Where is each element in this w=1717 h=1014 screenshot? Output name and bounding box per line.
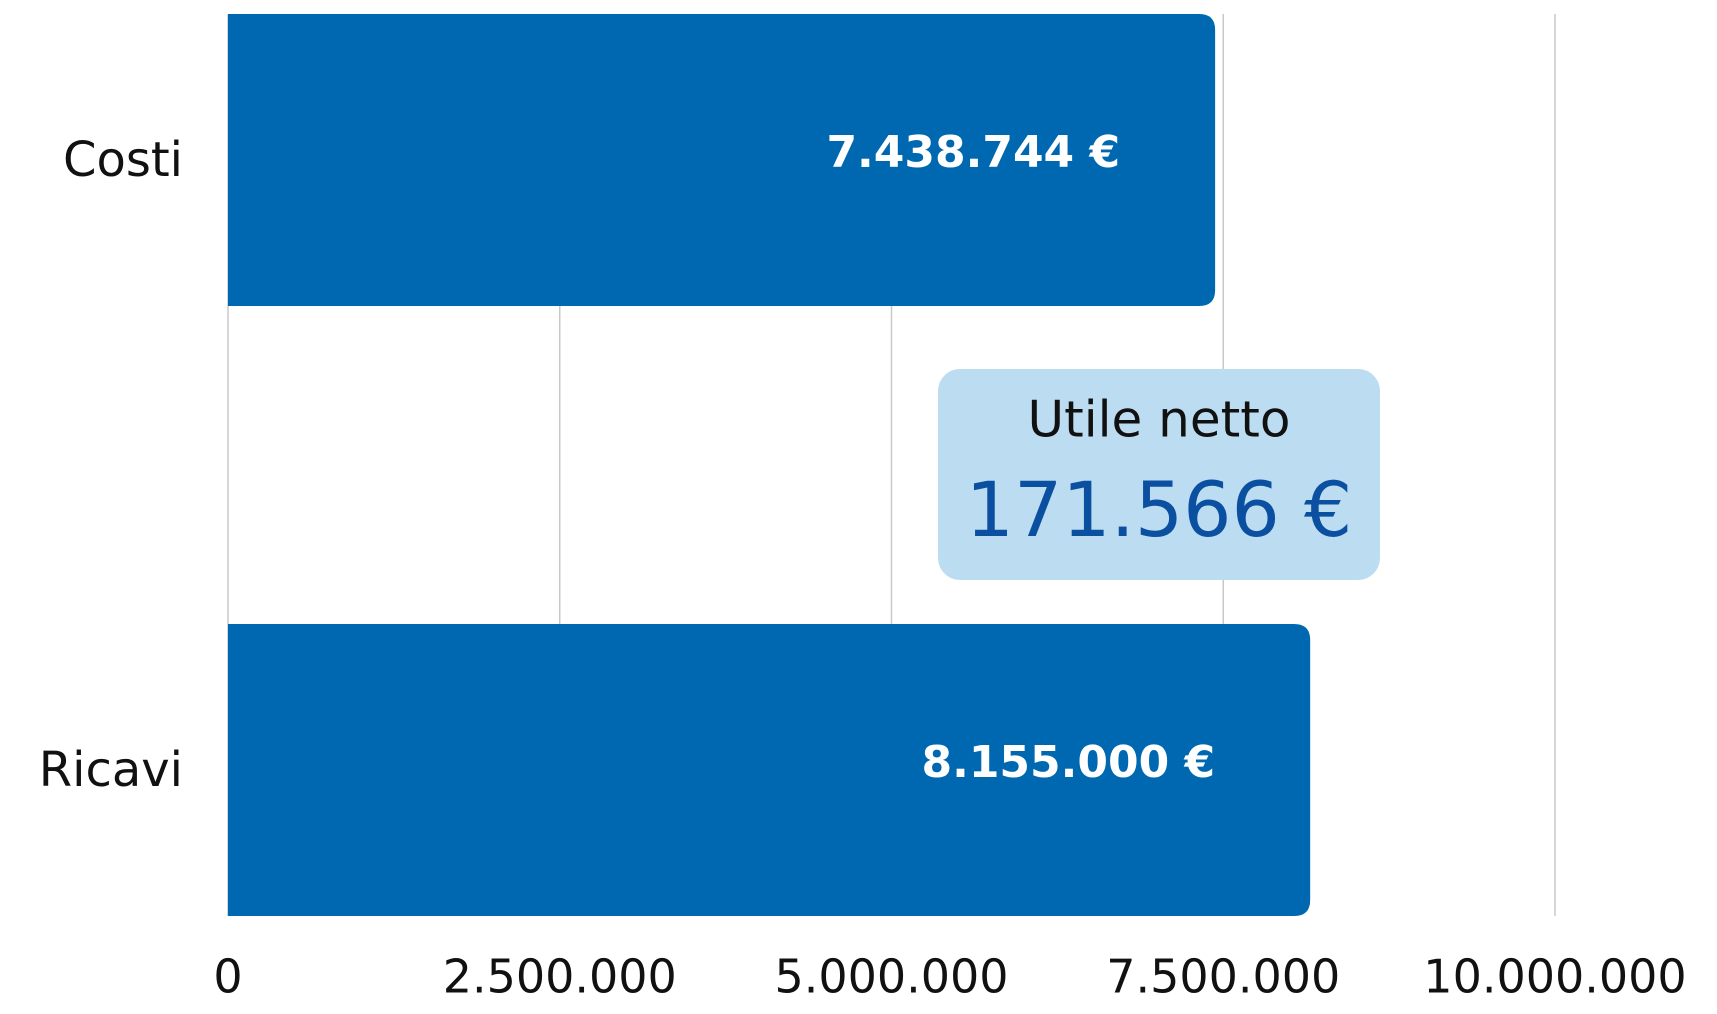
value-label: 7.438.744 €: [826, 127, 1120, 178]
bar: [228, 14, 1216, 306]
x-tick-label: 5.000.000: [774, 950, 1008, 1004]
x-tick-label: 10.000.000: [1423, 950, 1686, 1004]
x-tick-label: 2.500.000: [443, 950, 677, 1004]
x-tick-label: 0: [213, 950, 242, 1004]
annotation-box: [938, 369, 1380, 580]
x-tick-label: 7.500.000: [1106, 950, 1340, 1004]
y-tick-label: Ricavi: [39, 742, 183, 798]
y-tick-label: Costi: [63, 132, 183, 188]
annotation-label: Utile netto: [1028, 391, 1291, 449]
annotation-value: 171.566 €: [966, 465, 1353, 554]
value-label: 8.155.000 €: [921, 737, 1215, 788]
bar: [228, 624, 1311, 916]
